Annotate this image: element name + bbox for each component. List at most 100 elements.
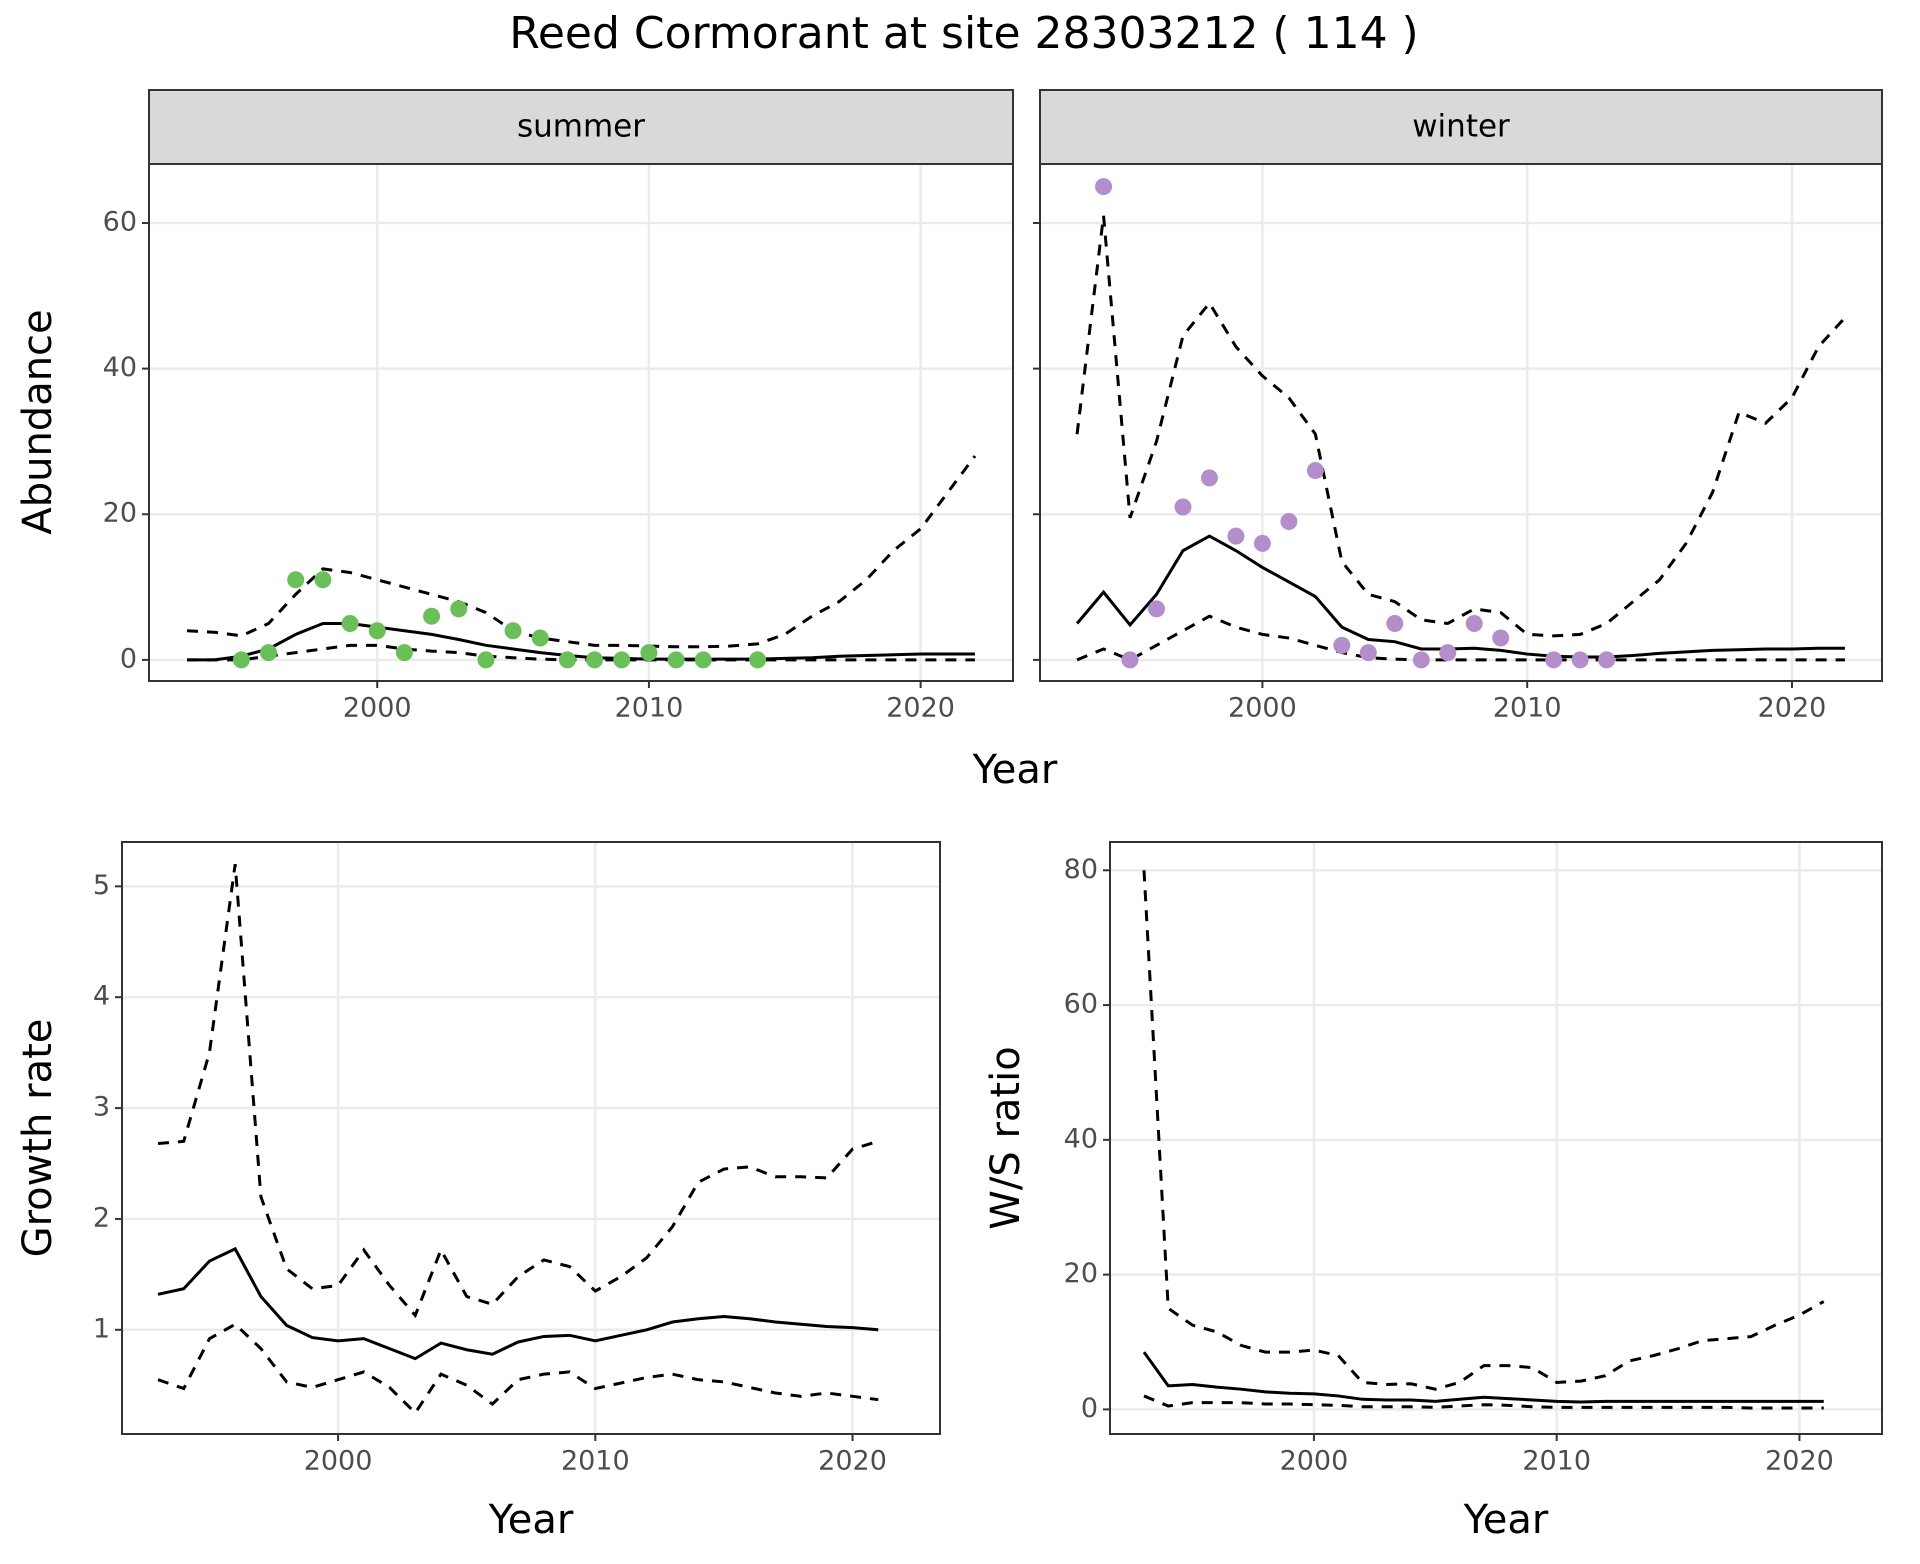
panel-background [149,164,1013,681]
x-axis-label: Year [488,1497,574,1543]
data-point [1280,513,1298,531]
data-point [1439,644,1457,662]
data-point [232,651,250,669]
data-point [1148,600,1166,618]
y-axis-label: Growth rate [15,1019,61,1258]
strip-label: winter [1412,109,1510,145]
y-tick-label: 5 [93,870,110,901]
panel-background [122,842,940,1434]
data-point [749,651,767,669]
x-tick-label: 2020 [818,1446,887,1477]
series-line [1075,215,1847,638]
series-line [157,1246,879,1361]
x-tick-label: 2020 [886,693,955,724]
x-tick-label: 2000 [343,693,412,724]
data-point [1412,651,1430,669]
data-point [1227,527,1245,545]
series-line [157,863,879,1319]
y-tick-label: 40 [1064,1123,1098,1154]
series-line [186,455,977,649]
y-tick-label: 20 [1064,1258,1098,1289]
data-point [1306,462,1324,480]
data-point [450,600,468,618]
panel-border [1109,841,1883,1435]
series-line [1075,534,1845,659]
data-point [341,614,359,632]
y-tick-label: 4 [93,981,110,1012]
y-tick-label: 2 [93,1202,110,1233]
x-tick-label: 2010 [1522,1446,1591,1477]
series-line [187,621,975,662]
y-tick-label: 3 [93,1092,110,1123]
panel: 1 2 3 4 5 2000 2010 2020 Year Growth rate [15,841,941,1543]
data-point [1598,651,1616,669]
data-point [1386,614,1404,632]
series-line [157,1322,879,1416]
panel: 0 20 40 60 80 2000 2010 2020 Year W/S ratio [983,841,1883,1543]
data-point [613,651,631,669]
panel: winter 2000 2010 2020 [1033,89,1883,724]
panel-background [1110,842,1882,1434]
data-point [260,644,278,662]
data-point [1545,651,1563,669]
series-line [1142,1351,1824,1404]
strip-background [148,89,1014,165]
data-point [423,607,441,625]
data-point [640,644,658,662]
panel-border [148,163,1014,682]
y-tick-label: 60 [1064,989,1098,1020]
y-tick-label: 20 [103,498,137,529]
data-point [1359,644,1377,662]
series-line [1076,614,1845,662]
data-point [395,644,413,662]
chart-title: Reed Cormorant at site 28303212 ( 114 ) [509,8,1418,59]
x-tick-label: 2010 [561,1446,630,1477]
x-tick-label: 2000 [304,1446,373,1477]
y-tick-label: 1 [93,1313,110,1344]
panel-border [1039,163,1883,682]
data-point [586,651,604,669]
x-tick-label: 2020 [1765,1446,1834,1477]
x-tick-label: 2020 [1758,693,1827,724]
y-tick-label: 0 [120,643,137,674]
data-point [1174,498,1192,516]
data-point [667,651,685,669]
y-axis-label: Abundance [15,309,61,534]
data-point [1095,178,1113,196]
data-point [287,571,305,589]
data-point [1253,534,1271,552]
y-tick-label: 0 [1081,1393,1098,1424]
series-line [1142,870,1825,1391]
strip-background [1039,89,1883,165]
y-tick-label: 80 [1064,854,1098,885]
data-point [314,571,332,589]
data-point [694,651,712,669]
y-tick-label: 40 [103,352,137,383]
panel: summer 0 20 40 60 2000 2010 2020 Year Abundance [15,89,1058,793]
data-point [531,629,549,647]
data-point [1465,614,1483,632]
strip-label: summer [517,109,645,145]
data-point [1571,651,1589,669]
x-tick-label: 2010 [1493,693,1562,724]
data-point [504,622,522,640]
data-point [1333,636,1351,654]
x-axis-label: Year [972,747,1058,793]
y-tick-label: 60 [103,206,137,237]
panel-border [121,841,941,1435]
data-point [558,651,576,669]
x-tick-label: 2010 [615,693,684,724]
x-axis-label: Year [1463,1497,1549,1543]
series-line [1143,1394,1824,1410]
data-point [477,651,495,669]
data-point [368,622,386,640]
panel-background [1040,164,1882,681]
x-tick-label: 2000 [1228,693,1297,724]
data-point [1200,469,1218,487]
x-tick-label: 2000 [1280,1446,1349,1477]
y-axis-label: W/S ratio [983,1046,1029,1229]
data-point [1492,629,1510,647]
data-point [1121,651,1139,669]
